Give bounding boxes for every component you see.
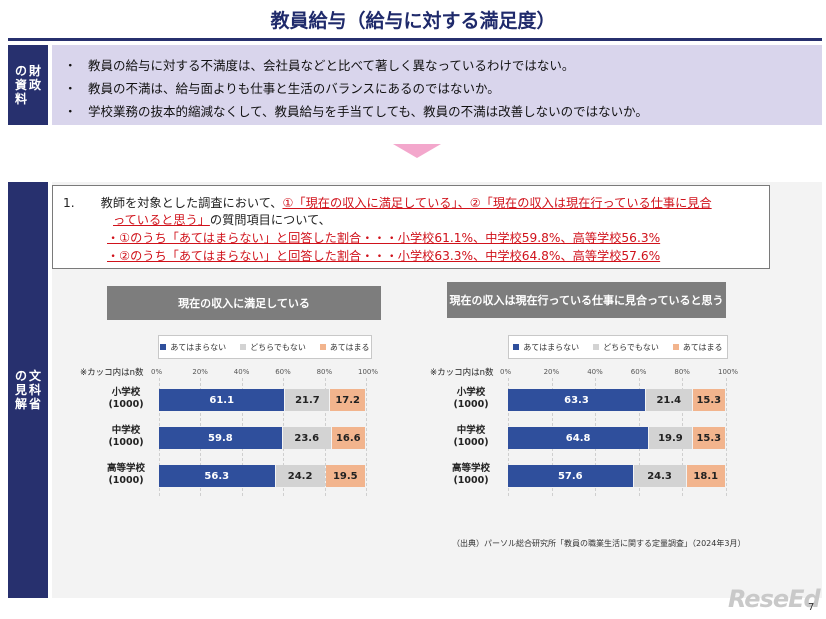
resemom-logo: ReseEd	[728, 585, 821, 613]
bar-segment: 19.5	[325, 465, 365, 487]
category-label: 高等学校 (1000)	[451, 463, 490, 486]
bar-segment: 15.3	[692, 389, 725, 411]
gridline	[726, 378, 727, 496]
legend-item-1: あてはまらない	[160, 342, 226, 353]
down-arrow-icon	[393, 144, 441, 158]
bar-segment: 59.8	[159, 427, 282, 449]
category-label: 高等学校 (1000)	[106, 463, 145, 486]
bar-segment: 24.2	[275, 465, 325, 487]
bar-segment: 21.7	[285, 389, 330, 411]
page-title: 教員給与（給与に対する満足度）	[270, 10, 556, 32]
x-tick-label: 80%	[674, 368, 690, 376]
chart-2-note: ※カッコ内はn数	[430, 368, 494, 378]
x-tick-label: 40%	[587, 368, 603, 376]
title-rule	[8, 38, 822, 41]
x-tick-label: 60%	[275, 368, 291, 376]
x-tick-label: 40%	[233, 368, 250, 376]
bar-segment: 19.9	[649, 427, 692, 449]
x-tick-label: 100%	[358, 368, 379, 376]
x-tick-label: 0%	[151, 368, 163, 376]
finding-line-2: っていると思う」の質問項目について、	[113, 213, 331, 227]
category-label: 小学校 (1000)	[108, 387, 144, 410]
x-tick-label: 100%	[718, 368, 739, 376]
label-char: 省	[29, 397, 42, 411]
label-char: 科	[29, 383, 42, 397]
zaimu-label: 財政 の資料	[8, 45, 48, 125]
bar-segment: 21.4	[645, 389, 692, 411]
bar-segment: 63.3	[508, 389, 645, 411]
chart-1-title: 現在の収入に満足している	[107, 286, 381, 320]
bar-segment: 23.6	[282, 427, 331, 449]
label-char: 文	[29, 369, 42, 383]
monka-label-col-1: 文科省	[29, 369, 41, 411]
label-char: 見	[14, 383, 27, 397]
bar-segment: 18.1	[686, 465, 725, 487]
category-label: 小学校 (1000)	[453, 387, 489, 410]
bar-segment: 16.6	[331, 427, 365, 449]
page-number: 7	[808, 602, 815, 613]
zaimu-bullet-3: ・学校業務の抜本的縮減なくして、教員給与を手当てしても、教員の不満は改善しないの…	[64, 104, 648, 119]
category-label: 中学校 (1000)	[453, 425, 489, 448]
x-tick-label: 20%	[192, 368, 208, 376]
x-tick-label: 80%	[316, 368, 333, 376]
label-char: 資	[14, 78, 27, 92]
zaimu-label-col-1: 財政	[29, 64, 41, 106]
finding-line-1: 1. 教師を対象とした調査において、①「現在の収入に満足している」、②「現在の収入…	[63, 196, 712, 210]
x-tick-label: 0%	[500, 368, 512, 376]
label-char: の	[14, 64, 27, 78]
chart-1-note: ※カッコ内はn数	[80, 368, 144, 378]
bar-segment: 61.1	[159, 389, 285, 411]
finding-line-3: ・①のうち「あてはまらない」と回答した割合・・・小学校61.1%、中学校59.8…	[107, 231, 661, 245]
category-label: 中学校 (1000)	[108, 425, 144, 448]
bar-segment: 17.2	[330, 389, 365, 411]
finding-line-4: ・②のうち「あてはまらない」と回答した割合・・・小学校63.3%、中学校64.8…	[107, 249, 661, 263]
label-char: 料	[14, 92, 27, 106]
bar-segment: 64.8	[508, 427, 649, 449]
legend-item-1: あてはまらない	[513, 342, 579, 353]
x-tick-label: 60%	[630, 368, 647, 376]
x-tick-label: 20%	[543, 368, 560, 376]
monka-findings-box: 1. 教師を対象とした調査において、①「現在の収入に満足している」、②「現在の収入…	[52, 185, 770, 269]
monka-label-col-2: の見解	[15, 369, 27, 411]
label-char: 解	[14, 397, 27, 411]
legend-item-2: どちらでもない	[240, 342, 306, 353]
monka-label: 文科省 の見解	[8, 182, 48, 598]
label-char: 政	[29, 78, 42, 92]
label-char: の	[14, 369, 27, 383]
bar-segment: 56.3	[159, 465, 275, 487]
label-char: 財	[29, 64, 42, 78]
zaimu-bullet-2: ・教員の不満は、給与面よりも仕事と生活のバランスにあるのではないか。	[64, 81, 500, 96]
bar-segment: 15.3	[692, 427, 725, 449]
legend-item-3: あてはまる	[319, 342, 370, 353]
legend-item-3: あてはまる	[672, 342, 723, 353]
zaimu-content: ・教員の給与に対する不満度は、会社員などと比べて著しく異なっているわけではない。…	[52, 45, 822, 125]
chart-1-legend: あてはまらない どちらでもない あてはまる	[158, 335, 372, 359]
chart-2-title: 現在の収入は現在行っている仕事に見合っていると思う	[447, 282, 726, 318]
bar-segment: 57.6	[508, 465, 633, 487]
bar-segment: 24.3	[633, 465, 686, 487]
zaimu-label-col-2: の資料	[15, 64, 27, 106]
legend-item-2: どちらでもない	[593, 342, 659, 353]
chart-2-legend: あてはまらない どちらでもない あてはまる	[508, 335, 728, 359]
source-citation: （出典）パーソル総合研究所「教員の職業生活に関する定量調査」（2024年3月）	[452, 539, 746, 548]
gridline	[366, 378, 367, 496]
zaimu-bullet-1: ・教員の給与に対する不満度は、会社員などと比べて著しく異なっているわけではない。	[64, 58, 575, 73]
